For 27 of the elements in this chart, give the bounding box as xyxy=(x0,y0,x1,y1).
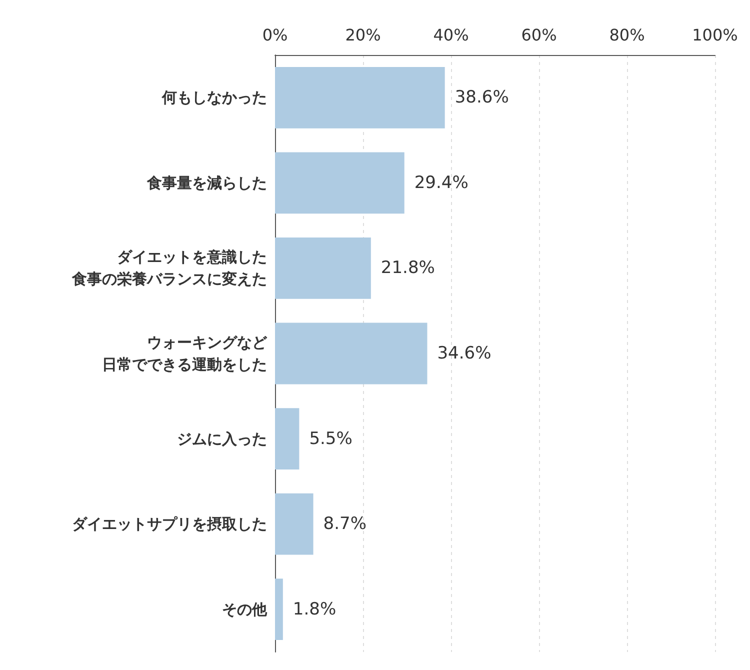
y-tick-label: ダイエットサプリを摂取した xyxy=(72,515,267,534)
y-tick-label: ウォーキングなど日常でできる運動をした xyxy=(102,334,268,374)
bar xyxy=(275,322,428,384)
x-tick-label: 0% xyxy=(262,26,288,44)
bar xyxy=(275,238,371,299)
bar xyxy=(275,578,283,640)
data-label: 8.7% xyxy=(323,514,366,534)
bar xyxy=(275,66,445,128)
y-tick-label: 食事量を減らした xyxy=(146,174,267,192)
x-tick-label: 100% xyxy=(692,26,738,44)
x-tick-label: 60% xyxy=(521,26,557,44)
data-label: 5.5% xyxy=(309,428,352,449)
data-label: 21.8% xyxy=(380,258,435,278)
x-tick-label: 40% xyxy=(433,26,469,44)
data-label: 29.4% xyxy=(414,172,468,193)
y-tick-label: その他 xyxy=(222,600,268,618)
data-label: 38.6% xyxy=(454,88,509,108)
bar xyxy=(275,493,314,555)
y-tick-label: ダイエットを意識した食事の栄養バランスに変えた xyxy=(71,248,267,288)
x-tick-label: 20% xyxy=(345,26,381,44)
y-tick-label: 何もしなかった xyxy=(161,88,267,107)
data-label: 1.8% xyxy=(292,599,336,620)
data-label: 34.6% xyxy=(437,344,492,364)
bar xyxy=(275,152,404,214)
bar xyxy=(275,408,300,470)
x-tick-label: 80% xyxy=(609,26,645,44)
y-tick-label: ジムに入った xyxy=(177,430,267,448)
